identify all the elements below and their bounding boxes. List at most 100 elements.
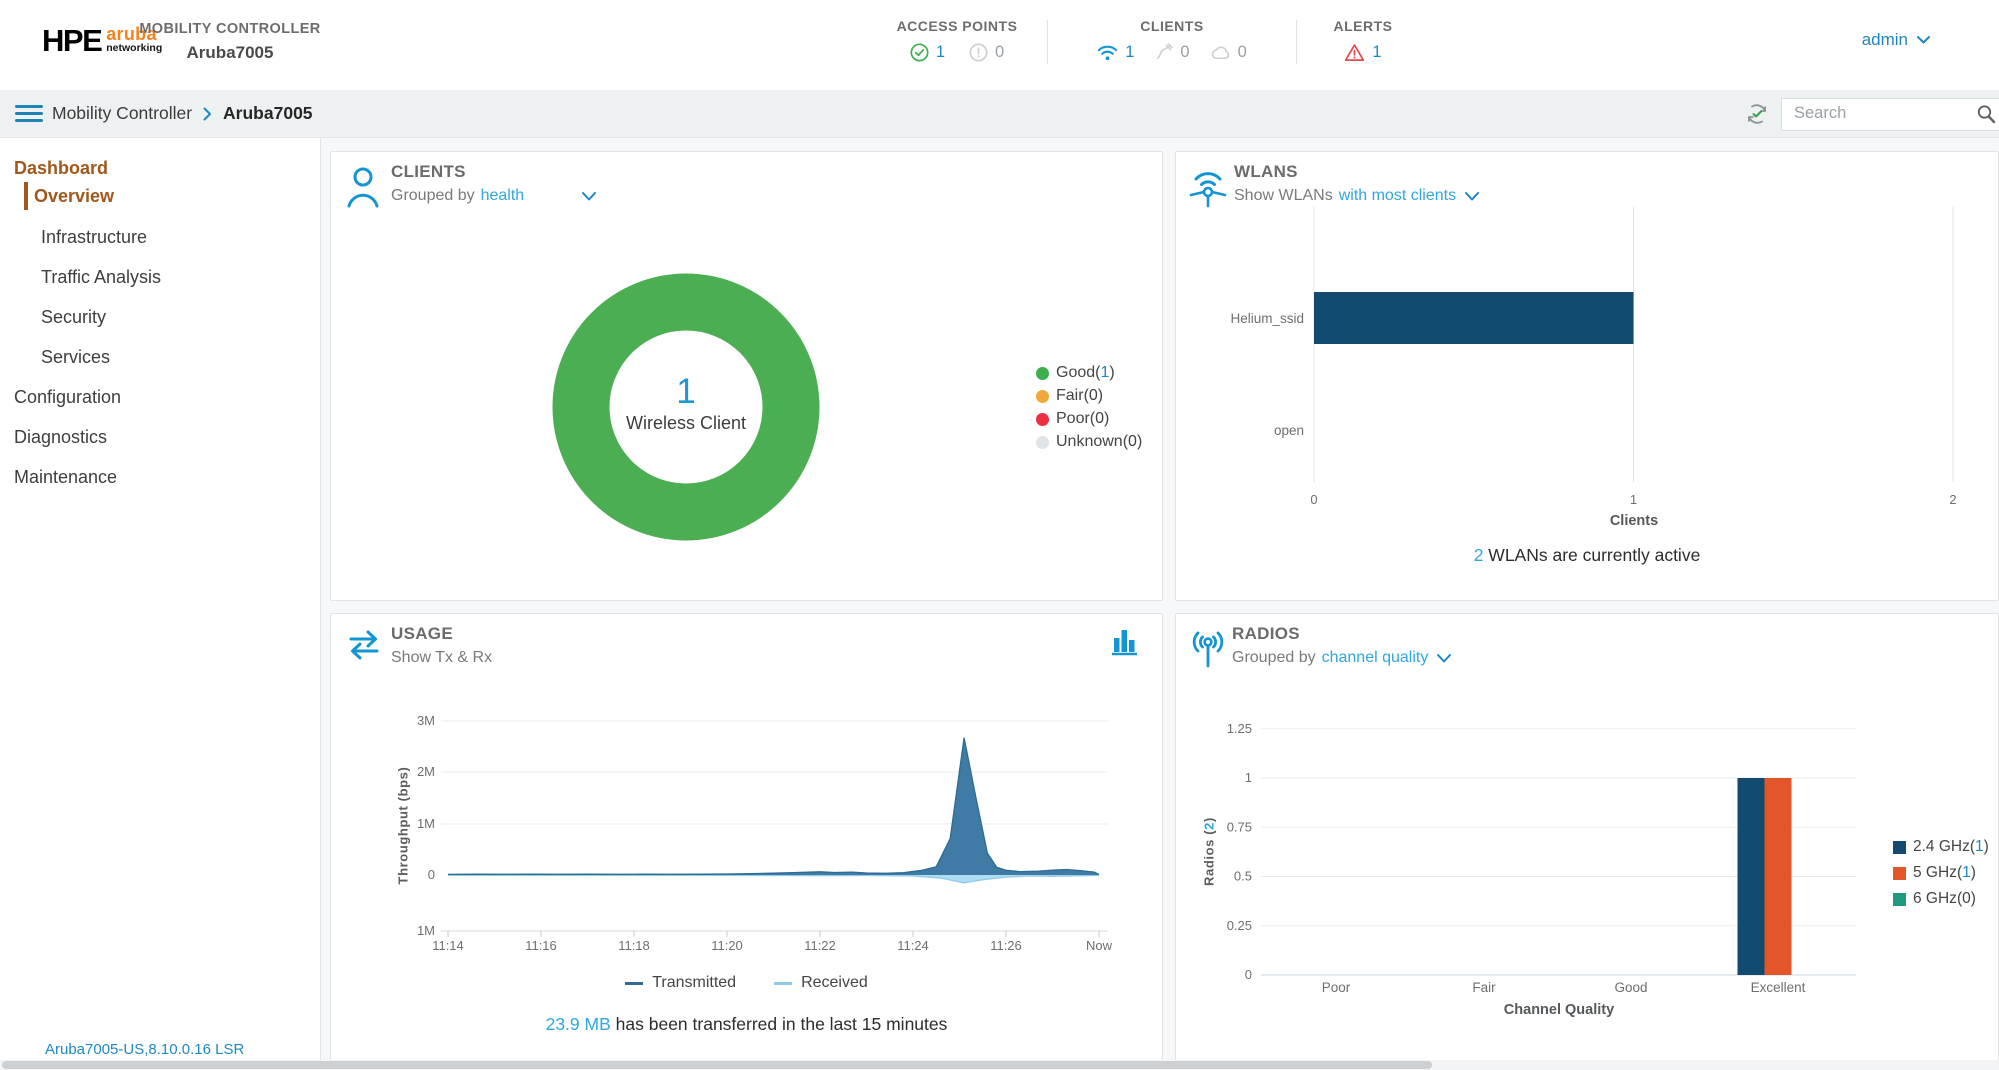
clients-wireless[interactable]: 1 — [1097, 43, 1134, 62]
legend-item: Poor (0) — [1036, 410, 1142, 428]
radios-legend: 2.4 GHz (1) 5 GHz (1) 6 GHz (0) — [1893, 838, 1989, 916]
legend-item: 6 GHz (0) — [1893, 890, 1989, 908]
sidebar-item-dashboard[interactable]: Dashboard — [14, 158, 109, 178]
legend-item: Transmitted — [625, 974, 736, 992]
stat-access-points: ACCESS POINTS 1 0 — [893, 18, 1021, 62]
sidebar-item-configuration[interactable]: Configuration — [14, 387, 122, 407]
legend-dot-icon — [1036, 435, 1049, 449]
svg-text:11:14: 11:14 — [432, 938, 464, 953]
sidebar-item-maintenance[interactable]: Maintenance — [14, 467, 118, 487]
wlans-panel: WLANS Show WLANs with most clients 0 1 2 He… — [1175, 151, 1999, 601]
dashboard-grid: CLIENTS Grouped by health 1 — [330, 151, 1999, 1070]
alerts-item[interactable]: 1 — [1344, 43, 1382, 62]
sidebar-item-overview[interactable]: Overview — [24, 182, 320, 210]
search-input[interactable] — [1782, 99, 1984, 128]
chevron-down-icon[interactable] — [1465, 191, 1480, 201]
clients-remote[interactable]: 0 — [1210, 43, 1247, 62]
svg-text:11:22: 11:22 — [804, 938, 836, 953]
client-person-icon — [345, 162, 391, 213]
menu-icon[interactable] — [15, 105, 43, 122]
wlans-filter-link[interactable]: with most clients — [1338, 187, 1457, 204]
breadcrumb-current[interactable]: Aruba7005 — [223, 103, 313, 123]
chevron-down-icon — [1917, 36, 1930, 44]
exclaim-circle-icon — [969, 43, 988, 62]
clients-groupby-link[interactable]: health — [480, 187, 525, 204]
sidebar-item-traffic-analysis[interactable]: Traffic Analysis — [41, 267, 162, 287]
radios-groupby-link[interactable]: channel quality — [1321, 649, 1429, 666]
svg-text:Channel Quality: Channel Quality — [1504, 1002, 1614, 1018]
svg-text:0: 0 — [428, 867, 435, 882]
search-box — [1781, 98, 1999, 131]
clients-wired-count: 0 — [1180, 43, 1190, 61]
svg-text:0.25: 0.25 — [1227, 918, 1252, 933]
clients-wired[interactable]: 0 — [1154, 43, 1190, 62]
device-title: MOBILITY CONTROLLER Aruba7005 — [130, 21, 330, 63]
svg-text:11:26: 11:26 — [990, 938, 1022, 953]
usage-legend: Transmitted Received — [331, 974, 1162, 992]
clients-groupby-label: Grouped by — [391, 187, 475, 204]
active-wlans-count: 2 — [1473, 545, 1484, 565]
usage-panel-title: USAGE — [391, 624, 453, 643]
usage-panel: USAGE Show Tx & Rx Throughput (bps) 3M 2M… — [330, 613, 1163, 1070]
scrollbar-thumb[interactable] — [2, 1061, 1432, 1069]
access-points-up[interactable]: 1 — [910, 43, 945, 62]
legend-line-icon — [774, 981, 793, 985]
stat-divider — [1296, 20, 1297, 64]
sidebar: Dashboard Overview Infrastructure Traffi… — [0, 138, 321, 1070]
user-menu[interactable]: admin — [1862, 30, 1930, 50]
chevron-right-icon — [203, 107, 212, 121]
wlan-icon — [1188, 162, 1234, 213]
wlans-footer: 2 WLANs are currently active — [1176, 545, 1998, 566]
svg-text:2: 2 — [1949, 492, 1956, 507]
logo-hpe-text: HPE — [42, 23, 103, 58]
horizontal-scrollbar[interactable] — [0, 1060, 1999, 1070]
radios-groupby-label: Grouped by — [1232, 649, 1316, 666]
legend-swatch-icon — [1893, 840, 1906, 854]
user-menu-label: admin — [1861, 30, 1908, 49]
clients-panel-title: CLIENTS — [391, 162, 466, 181]
device-type-label: MOBILITY CONTROLLER — [139, 21, 321, 37]
access-points-up-count: 1 — [935, 43, 945, 61]
clients-donut-chart — [552, 273, 820, 541]
wlans-show-label: Show WLANs — [1234, 187, 1333, 204]
sidebar-item-infrastructure[interactable]: Infrastructure — [41, 227, 148, 247]
clients-wireless-count: 1 — [1125, 43, 1135, 61]
access-points-down[interactable]: 0 — [969, 43, 1004, 62]
access-points-label: ACCESS POINTS — [896, 18, 1018, 34]
svg-text:Poor: Poor — [1322, 980, 1351, 995]
alerts-label: ALERTS — [1333, 18, 1393, 34]
active-wlans-text: WLANs are currently active — [1488, 545, 1701, 565]
radios-panel: RADIOS Grouped by channel quality Radios… — [1175, 613, 1999, 1070]
chart-type-icon[interactable] — [1112, 626, 1140, 661]
transferred-text: has been transferred in the last 15 minu… — [615, 1014, 948, 1034]
breadcrumb-root[interactable]: Mobility Controller — [52, 103, 193, 123]
chevron-down-icon[interactable] — [1437, 653, 1452, 663]
refresh-icon[interactable] — [1745, 102, 1769, 126]
sidebar-item-services[interactable]: Services — [41, 347, 111, 367]
firmware-version-link[interactable]: Aruba7005-US,8.10.0.16 LSR — [45, 1041, 245, 1058]
sidebar-item-diagnostics[interactable]: Diagnostics — [14, 427, 108, 447]
breadcrumb: Mobility Controller Aruba7005 — [52, 90, 313, 137]
wired-client-icon — [1157, 43, 1174, 60]
legend-item: Unknown (0) — [1036, 433, 1142, 451]
search-icon[interactable] — [1976, 104, 1996, 129]
svg-text:1.25: 1.25 — [1227, 721, 1252, 736]
legend-item: 2.4 GHz (1) — [1893, 838, 1989, 856]
svg-text:0.5: 0.5 — [1234, 869, 1252, 884]
svg-text:1: 1 — [1630, 492, 1637, 507]
radios-bar-chart: 0 0.25 0.5 0.75 1 1.25 Poor Fair Good Excellent Ch… — [1227, 721, 1856, 1018]
alerts-count: 1 — [1372, 43, 1382, 61]
svg-text:11:24: 11:24 — [897, 938, 929, 953]
svg-text:1M: 1M — [417, 923, 435, 938]
sidebar-item-security[interactable]: Security — [41, 307, 107, 327]
svg-text:1: 1 — [1245, 770, 1252, 785]
svg-text:11:16: 11:16 — [525, 938, 557, 953]
svg-text:2M: 2M — [417, 764, 435, 779]
legend-dot-icon — [1036, 366, 1049, 380]
logo-aruba-text: aruba — [106, 24, 157, 44]
chevron-down-icon[interactable] — [582, 191, 597, 201]
svg-text:Now: Now — [1086, 938, 1113, 953]
legend-item: Good (1) — [1036, 364, 1142, 382]
clients-health-legend: Good (1) Fair (0) Poor (0) Unknown (0) — [1036, 364, 1142, 456]
